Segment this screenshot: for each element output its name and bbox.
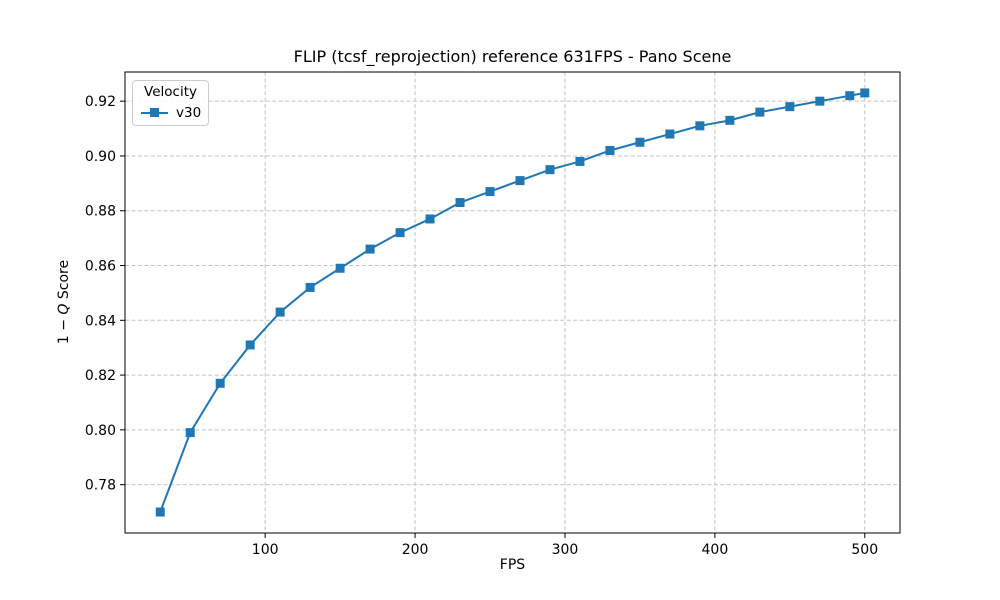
data-point-marker	[860, 88, 870, 98]
data-point-marker	[755, 107, 765, 117]
x-tick-label: 300	[552, 542, 579, 558]
data-point-marker	[485, 187, 495, 197]
data-point-marker	[245, 340, 255, 350]
data-point-marker	[365, 244, 375, 254]
y-tick-label: 0.90	[85, 149, 116, 165]
legend-entry-label: v30	[176, 104, 202, 121]
data-point-marker	[455, 198, 465, 208]
data-point-marker	[335, 263, 345, 273]
data-point-marker	[515, 176, 525, 186]
legend-title: Velocity	[144, 84, 197, 100]
data-point-marker	[635, 137, 645, 147]
legend-entry: v30	[133, 104, 208, 121]
data-point-marker	[575, 156, 585, 166]
data-point-marker	[815, 96, 825, 106]
y-tick-label: 0.82	[85, 368, 116, 384]
data-point-marker	[425, 214, 435, 224]
data-point-marker	[395, 228, 405, 238]
y-tick-label: 0.88	[85, 204, 116, 220]
y-tick-label: 0.86	[85, 259, 116, 275]
data-point-marker	[665, 129, 675, 139]
x-tick-label: 500	[851, 542, 878, 558]
y-axis-label: 1 − Q Score	[56, 260, 72, 344]
x-tick-label: 400	[702, 542, 729, 558]
data-point-marker	[785, 102, 795, 112]
y-axis-label-variable: Q	[56, 303, 72, 315]
chart-title: FLIP (tcsf_reprojection) reference 631FP…	[293, 47, 732, 66]
y-axis-label-suffix: Score	[56, 259, 72, 304]
data-point-marker	[845, 91, 855, 101]
data-point-marker	[155, 507, 165, 517]
data-point-marker	[545, 165, 555, 175]
axes-frame	[124, 71, 901, 534]
data-point-marker	[305, 282, 315, 292]
data-point-marker	[215, 378, 225, 388]
y-tick-label: 0.78	[85, 478, 116, 494]
y-tick-label: 0.92	[85, 94, 116, 110]
data-point-marker	[275, 307, 285, 317]
y-axis-label-prefix: 1 −	[56, 314, 72, 345]
x-tick-label: 100	[252, 542, 279, 558]
legend: Velocity v30	[132, 80, 209, 126]
y-tick-label: 0.84	[85, 313, 116, 329]
y-tick-label: 0.80	[85, 423, 116, 439]
legend-square-marker-icon	[150, 108, 159, 117]
legend-line-sample	[141, 108, 168, 117]
data-point-marker	[185, 428, 195, 438]
data-point-marker	[725, 115, 735, 125]
data-point-marker	[695, 121, 705, 131]
data-point-marker	[605, 145, 615, 155]
x-tick-label: 200	[402, 542, 429, 558]
x-axis-label: FPS	[499, 557, 526, 573]
